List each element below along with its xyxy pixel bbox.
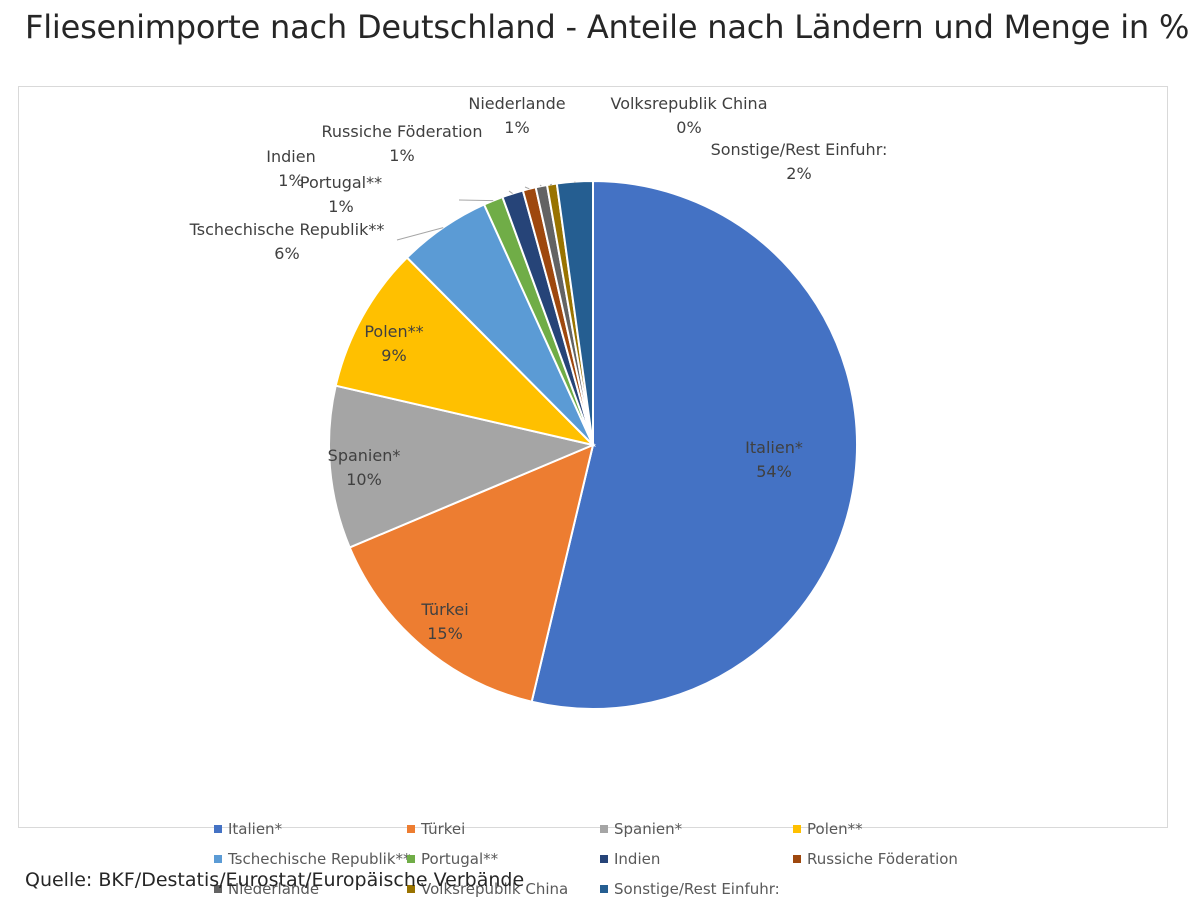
slice-name-label: Niederlande <box>468 94 565 113</box>
legend-label: Portugal** <box>421 850 499 868</box>
slice-value-label: 54% <box>756 462 792 481</box>
legend-item: Tschechische Republik** <box>214 850 411 868</box>
legend-label: Indien <box>614 850 661 868</box>
legend-swatch <box>407 825 415 833</box>
pie-slice <box>348 443 595 703</box>
slice-name-label: Italien* <box>745 438 803 457</box>
legend-label: Türkei <box>421 820 466 838</box>
slice-value-label: 15% <box>427 624 463 643</box>
pie-slice <box>334 256 597 447</box>
legend-label: Sonstige/Rest Einfuhr: <box>614 880 780 898</box>
leader-line <box>508 190 513 194</box>
slice-name-label: Tschechische Republik** <box>189 220 385 239</box>
legend-item: Italien* <box>214 820 282 838</box>
leader-line <box>539 184 542 187</box>
slice-value-label: 1% <box>278 171 303 190</box>
chart-area: Italien* 54% Türkei 15% Spanien* 10% Polen** 9%… <box>18 86 1168 898</box>
legend-label: Russiche Föderation <box>807 850 958 868</box>
slice-name-label: Volksrepublik China <box>610 94 767 113</box>
legend-swatch <box>407 885 415 893</box>
chart-title: Fliesenimporte nach Deutschland - Anteil… <box>25 8 1190 46</box>
legend-item: Türkei <box>407 820 465 838</box>
legend-label: Italien* <box>228 820 283 838</box>
legend-item: Sonstige/Rest Einfuhr: <box>600 880 780 898</box>
legend-item: Russiche Föderation <box>793 850 958 868</box>
slice-value-label: 1% <box>389 146 414 165</box>
legend-swatch <box>793 855 801 863</box>
pie-slice <box>328 384 597 549</box>
legend-swatch <box>600 885 608 893</box>
legend-item: Polen** <box>793 820 863 838</box>
slice-name-label: Türkei <box>420 600 468 619</box>
pie-chart: Italien* 54% Türkei 15% Spanien* 10% Polen** 9%… <box>189 94 888 710</box>
legend-label: Volksrepublik China <box>421 880 569 898</box>
slice-name-label: Portugal** <box>300 173 382 192</box>
legend-swatch <box>600 855 608 863</box>
slice-value-label: 1% <box>328 197 353 216</box>
leader-line <box>549 183 553 186</box>
slice-value-label: 0% <box>676 118 701 137</box>
leader-line <box>524 186 530 190</box>
legend-item: Spanien* <box>600 820 682 838</box>
legend-item: Volksrepublik China <box>407 880 568 898</box>
legend-swatch <box>600 825 608 833</box>
slice-name-label: Russiche Föderation <box>322 122 483 141</box>
legend-swatch <box>407 855 415 863</box>
legend-label: Spanien* <box>614 820 683 838</box>
slice-name-label: Indien <box>266 147 315 166</box>
legend-item: Niederlande <box>214 880 319 898</box>
slice-value-label: 1% <box>504 118 529 137</box>
legend-label: Polen** <box>807 820 863 838</box>
legend-label: Tschechische Republik** <box>228 850 411 868</box>
legend-swatch <box>793 825 801 833</box>
slice-value-label: 2% <box>786 164 811 183</box>
pie-slice <box>530 179 858 710</box>
pie-slice <box>555 179 594 446</box>
slice-value-label: 9% <box>381 346 406 365</box>
leader-line <box>396 227 444 241</box>
legend-swatch <box>214 825 222 833</box>
source-note: Quelle: BKF/Destatis/Eurostat/Europäisch… <box>25 869 525 891</box>
slice-name-label: Spanien* <box>328 446 401 465</box>
legend-label: Niederlande <box>228 880 320 898</box>
slice-value-label: 6% <box>274 244 299 263</box>
legend-swatch <box>214 855 222 863</box>
leader-line <box>458 199 494 202</box>
slice-name-label: Polen** <box>364 322 423 341</box>
slice-name-label: Sonstige/Rest Einfuhr: <box>711 140 888 159</box>
legend-item: Indien <box>600 850 660 868</box>
legend-item: Portugal** <box>407 850 498 868</box>
legend-swatch <box>214 885 222 893</box>
slice-value-label: 10% <box>346 470 382 489</box>
